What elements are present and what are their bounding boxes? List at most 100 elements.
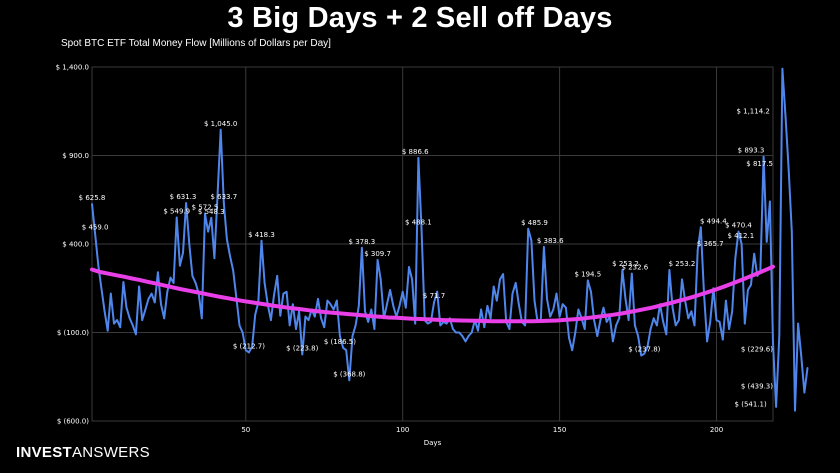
flow-point: [370, 308, 373, 311]
flow-point: [332, 308, 335, 311]
flow-point: [640, 354, 643, 357]
flow-point: [119, 326, 122, 329]
flow-point: [313, 315, 316, 318]
flow-point: [125, 306, 128, 309]
flow-point: [276, 274, 279, 277]
flow-point: [662, 320, 665, 323]
flow-point: [709, 320, 712, 323]
flow-point: [204, 212, 206, 215]
data-label: $ (439.3): [741, 383, 773, 391]
flow-point: [665, 333, 668, 336]
flow-point: [483, 326, 486, 329]
flow-point: [326, 299, 329, 302]
flow-point: [677, 319, 680, 322]
flow-point: [486, 305, 489, 307]
flow-point: [103, 310, 106, 313]
data-label: $ 886.6: [402, 148, 429, 156]
flow-point: [458, 331, 461, 334]
flow-point: [188, 243, 191, 245]
flow-point: [552, 308, 555, 311]
x-tick-label: 150: [553, 426, 566, 434]
flow-point: [605, 320, 608, 323]
flow-point: [335, 299, 338, 302]
flow-point: [97, 264, 100, 267]
brand-light: ANSWERS: [71, 444, 150, 461]
flow-point: [499, 278, 501, 281]
flow-point: [91, 203, 93, 205]
y-tick-label: $ (100.0): [57, 329, 89, 337]
flow-point: [182, 251, 184, 254]
flow-point: [147, 297, 150, 300]
flow-point: [784, 116, 787, 119]
flow-point: [743, 322, 746, 325]
flow-point: [517, 303, 520, 306]
flow-point: [373, 328, 376, 330]
flow-point: [354, 324, 357, 327]
data-label: $ 631.3: [170, 193, 197, 201]
chart-title: 3 Big Days + 2 Sell off Days: [227, 2, 613, 34]
flow-point: [229, 255, 231, 258]
flow-point: [285, 290, 288, 293]
flow-point: [417, 156, 420, 159]
flow-point: [602, 306, 605, 309]
flow-point: [577, 308, 580, 311]
chart-subtitle: Spot BTC ETF Total Money Flow [Millions …: [61, 38, 331, 49]
flow-point: [508, 328, 511, 330]
data-label: $ 71.7: [423, 292, 445, 300]
flow-point: [583, 328, 586, 330]
flow-point: [637, 335, 639, 337]
grid: [91, 66, 774, 422]
flow-point: [470, 331, 473, 334]
y-tick-label: $ 400.0: [62, 241, 89, 249]
flow-point: [222, 201, 225, 204]
flow-point: [360, 246, 363, 249]
flow-point: [593, 319, 596, 322]
flow-point: [304, 315, 307, 318]
series-layer: [90, 67, 809, 412]
flow-point: [746, 289, 749, 291]
flow-point: [533, 299, 536, 302]
flow-point: [495, 299, 498, 302]
flow-point: [320, 317, 322, 320]
flow-point: [364, 310, 366, 313]
x-tick-label: 100: [396, 426, 409, 434]
flow-point: [200, 317, 203, 320]
flow-point: [342, 346, 344, 349]
flow-point: [451, 328, 454, 330]
data-label: $ 418.3: [248, 231, 275, 239]
data-label: $ 485.9: [521, 219, 548, 227]
flow-point: [546, 297, 548, 300]
flow-point: [806, 367, 809, 369]
y-tick-label: $ (600.0): [57, 418, 89, 426]
flow-point: [530, 239, 533, 242]
flow-point: [178, 264, 181, 267]
flow-point: [295, 328, 297, 330]
flow-point: [408, 266, 410, 268]
flow-point: [715, 319, 718, 322]
data-label: $ 488.1: [405, 218, 432, 226]
flow-point: [426, 322, 429, 325]
flow-point: [599, 319, 602, 322]
flow-point: [718, 320, 721, 323]
flow-point: [323, 326, 326, 329]
flow-point: [248, 351, 250, 354]
flow-point: [207, 230, 210, 233]
flow-point: [194, 282, 197, 284]
axes: $ 1,400.0 $ 900.0 $ 400.0 $ (100.0) $ (600.0…: [56, 64, 724, 448]
flow-point: [778, 335, 781, 337]
data-label: $ 817.5: [746, 160, 773, 168]
flow-point: [706, 340, 708, 343]
data-label: $ 893.3: [738, 147, 765, 155]
data-label: $ 633.7: [210, 193, 237, 201]
flow-point: [543, 246, 545, 248]
flow-point: [401, 290, 404, 293]
data-label: $ (237.8): [628, 346, 660, 354]
data-label: $ 253.2: [669, 260, 696, 268]
flow-point: [690, 310, 693, 313]
data-label: $ 549.9: [163, 207, 190, 215]
flow-point: [163, 317, 166, 320]
flow-point: [765, 240, 768, 243]
flow-point: [696, 249, 699, 251]
trend-line: [90, 264, 775, 324]
flow-point: [574, 331, 577, 334]
